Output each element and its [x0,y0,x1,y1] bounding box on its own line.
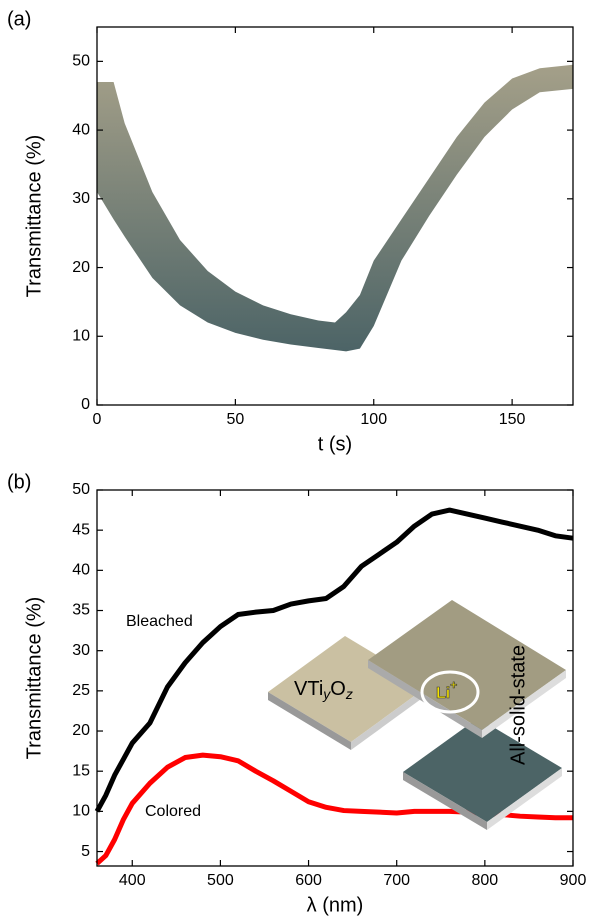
plots: 0 50 100 150 0 10 20 30 40 50 t (s) Transmittance (… [7,8,586,916]
y-tick-label: 10 [72,803,90,820]
inset-diagram: VTiyOz Li+ All-solid-state [268,600,566,830]
y-tick-label: 0 [81,396,90,413]
tile-edge [268,692,351,750]
text: z [345,686,353,702]
y-tick-label: 35 [72,602,90,619]
tile-edge [482,670,566,738]
tile-edge [351,686,428,750]
y-tick-label: 10 [72,327,90,344]
band [97,64,573,352]
y-tick-label: 30 [72,642,90,659]
x-tick-label: 50 [226,411,244,428]
x-tick-label: 0 [93,411,102,428]
panel-label: (a) [7,8,31,30]
x-tick-label: 150 [499,411,526,428]
tile [403,718,562,822]
series-label: Colored [145,803,201,820]
x-tick-label: 600 [295,872,322,889]
y-tick-label: 40 [72,562,90,579]
y-tick-label: 50 [72,481,90,498]
y-tick-label: 20 [72,722,90,739]
tile-edge [487,768,562,830]
y-tick-label: 25 [72,682,90,699]
tile [368,600,566,730]
panel-label: (b) [7,471,31,493]
y-tick-label: 50 [72,53,90,70]
text: O [330,678,346,700]
y-axis-label: Transmittance (%) [23,135,45,298]
y-tick-label: 15 [72,762,90,779]
x-tick-label: 400 [119,872,146,889]
y-axis-label: Transmittance (%) [23,597,45,760]
text: y [322,686,331,702]
y-tick-label: 5 [81,843,90,860]
x-tick-label: 800 [472,872,499,889]
material-label: VTiyOz [294,678,353,701]
x-axis-label: t (s) [318,433,352,455]
x-axis-label: λ (nm) [307,894,364,916]
text: VTi [294,678,323,700]
y-tick-label: 45 [72,521,90,538]
x-tick-label: 500 [207,872,234,889]
y-tick-label: 40 [72,121,90,138]
cycle-arrow [420,670,480,714]
inset-label: All-solid-state [507,645,529,765]
x-tick-label: 100 [360,411,387,428]
y-tick-label: 30 [72,190,90,207]
series-label: Bleached [126,613,193,630]
x-tick-label: 700 [383,872,410,889]
x-tick-label: 900 [560,872,587,889]
text: Li [436,685,450,702]
axis-frame [96,26,574,406]
line [94,507,574,813]
tile-edge [403,772,487,830]
y-tick-label: 20 [72,259,90,276]
ion-label: Li+ [436,678,457,702]
text: + [450,678,457,692]
axis-frame [96,489,574,867]
